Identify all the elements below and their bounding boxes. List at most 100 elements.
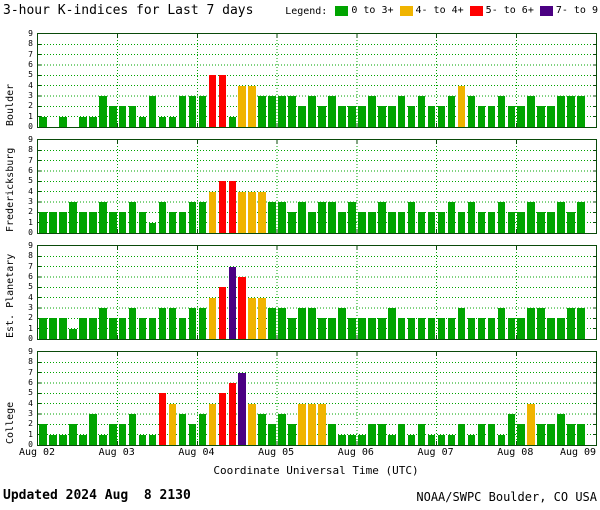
k-index-bar <box>457 212 466 233</box>
x-tick-label: Aug 03 <box>98 447 135 458</box>
k-index-bar <box>278 202 286 233</box>
k-index-bar <box>527 308 535 339</box>
k-index-bar <box>258 414 266 445</box>
k-index-bar <box>417 424 426 445</box>
k-index-bar <box>39 212 47 233</box>
k-index-bar <box>208 297 217 339</box>
k-index-bar <box>228 266 237 339</box>
k-index-bar <box>238 277 247 339</box>
k-index-bar <box>517 424 526 445</box>
k-index-bar <box>417 212 426 233</box>
y-tick-label: 7 <box>28 367 33 377</box>
k-index-bar <box>168 403 177 445</box>
k-index-bar <box>547 424 555 445</box>
k-index-bar <box>358 212 366 233</box>
legend-item-label: 7- to 9 <box>555 5 598 16</box>
y-tick-label: 4 <box>28 398 33 408</box>
y-tick-label: 9 <box>28 29 33 38</box>
k-index-bar <box>89 116 97 127</box>
k-index-bar <box>577 202 585 233</box>
k-index-bar <box>368 424 376 445</box>
k-index-bar <box>447 96 456 127</box>
k-index-bar <box>288 96 296 127</box>
k-index-bar <box>298 403 306 445</box>
k-index-bar <box>417 96 426 127</box>
k-index-bar <box>278 414 286 445</box>
k-index-bar <box>517 106 526 127</box>
k-index-bar <box>288 424 296 445</box>
k-index-bar <box>118 106 127 127</box>
y-tick-label: 3 <box>28 91 33 100</box>
k-index-bar <box>218 393 227 445</box>
panel-fredericksburg: Fredericksburg 0 1 2 3 4 5 6 7 8 9 <box>0 135 600 237</box>
station-label: Fredericksburg <box>5 147 16 232</box>
k-index-bar <box>397 96 406 127</box>
k-index-bar <box>368 96 376 127</box>
k-index-bar <box>467 434 476 445</box>
updated-text: Updated 2024 Aug 8 2130 <box>3 488 191 503</box>
k-index-bar <box>387 434 396 445</box>
k-index-bar <box>377 202 386 233</box>
k-index-bar <box>138 116 147 127</box>
legend-swatch <box>335 5 349 16</box>
k-index-bar <box>348 202 356 233</box>
x-tick-label: Aug 07 <box>417 447 454 458</box>
k-index-bar <box>39 424 47 445</box>
k-index-bar <box>417 318 426 339</box>
k-index-bar <box>188 424 197 445</box>
y-tick-label: 3 <box>28 409 33 418</box>
k-index-bar <box>288 212 296 233</box>
k-index-bar <box>567 308 575 339</box>
k-index-bar <box>467 96 476 127</box>
k-index-bar <box>288 318 296 339</box>
k-index-bar <box>69 328 77 339</box>
k-index-bar <box>328 96 336 127</box>
k-index-bar <box>268 96 276 127</box>
k-index-bar <box>407 318 416 339</box>
k-index-bar <box>537 308 545 339</box>
k-index-bar <box>108 318 117 339</box>
k-index-bar <box>218 287 227 339</box>
y-tick-label: 3 <box>28 197 33 206</box>
k-index-bar <box>278 96 286 127</box>
legend-item-label: 0 to 3+ <box>351 5 394 16</box>
y-tick-label: 8 <box>28 39 33 49</box>
k-index-bar <box>69 424 77 445</box>
k-index-bar <box>238 191 247 233</box>
k-index-bar <box>407 202 416 233</box>
k-index-bar <box>39 116 47 127</box>
k-index-bar <box>567 96 575 127</box>
k-index-bar <box>188 202 197 233</box>
k-index-bar <box>407 434 416 445</box>
y-tick-label: 1 <box>28 111 33 121</box>
k-index-bar <box>368 212 376 233</box>
y-tick-label: 4 <box>28 186 33 196</box>
k-index-bar <box>328 202 336 233</box>
k-index-bar <box>248 297 256 339</box>
k-index-bar <box>477 212 486 233</box>
y-tick-label: 8 <box>28 251 33 261</box>
k-index-bar <box>567 212 575 233</box>
k-index-bar <box>238 85 247 127</box>
k-index-bar <box>258 191 266 233</box>
y-tick-label: 0 <box>28 440 33 449</box>
y-tick-label: 1 <box>28 323 33 333</box>
legend-item-label: 4- to 4+ <box>415 5 464 16</box>
y-tick-label: 4 <box>28 80 33 90</box>
y-tick-label: 7 <box>28 261 33 271</box>
k-index-bar <box>118 212 127 233</box>
k-index-bar <box>427 212 436 233</box>
k-index-bar <box>98 308 107 339</box>
k-index-bar <box>59 434 67 445</box>
k-index-bar <box>158 393 167 445</box>
k-index-bar <box>278 308 286 339</box>
k-index-bar <box>248 191 256 233</box>
k-index-bar <box>168 308 177 339</box>
k-index-bar <box>487 424 496 445</box>
k-index-bar <box>437 212 446 233</box>
k-index-bar <box>447 434 456 445</box>
k-index-bar <box>457 85 466 127</box>
k-index-bar <box>49 434 57 445</box>
y-tick-label: 2 <box>28 313 33 323</box>
y-tick-label: 6 <box>28 378 33 387</box>
